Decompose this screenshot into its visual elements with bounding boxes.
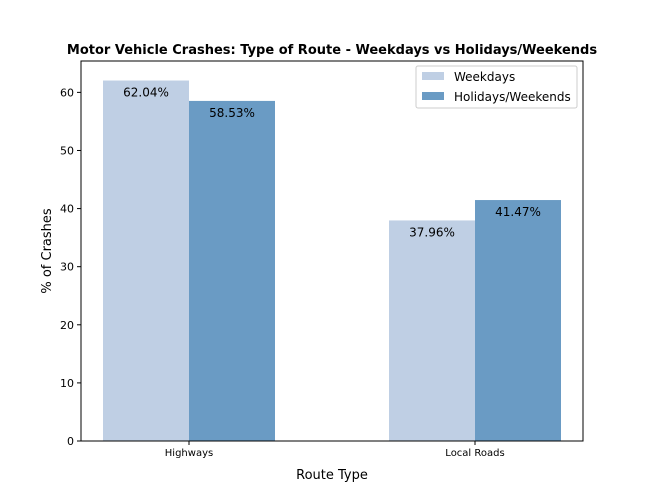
data-label: 41.47% [495,205,541,219]
plot-area: 0 10 20 30 40 50 60 62.04% 37.96% 58.53% 41.47% Hig… [60,80,561,459]
y-tick-label: 10 [60,377,74,390]
y-tick-label: 50 [60,144,74,157]
y-tick-label: 0 [67,435,74,448]
x-tick-label: Local Roads [445,448,504,459]
y-tick-label: 30 [60,261,74,274]
data-label: 58.53% [209,106,255,120]
legend-label-holidays-weekends: Holidays/Weekends [454,90,571,104]
legend-swatch-holidays-weekends [422,92,444,100]
x-tick-label: Highways [165,448,213,459]
legend: Weekdays Holidays/Weekends [415,65,578,109]
chart-title: Motor Vehicle Crashes: Type of Route - W… [67,43,597,58]
bar [389,220,475,441]
legend-box [415,65,578,109]
legend-swatch-weekdays [422,72,444,80]
bar [103,80,189,441]
data-label: 37.96% [409,225,455,239]
y-tick-label: 20 [60,319,74,332]
x-axis-label: Route Type [296,468,368,483]
bar [189,100,275,442]
data-label: 62.04% [123,86,169,100]
bar [475,200,561,441]
plot-frame [80,60,584,442]
legend-label-weekdays: Weekdays [454,70,515,84]
y-tick-label: 60 [60,86,74,99]
y-tick-label: 40 [60,203,74,216]
y-axis-label: % of Crashes [40,208,55,294]
